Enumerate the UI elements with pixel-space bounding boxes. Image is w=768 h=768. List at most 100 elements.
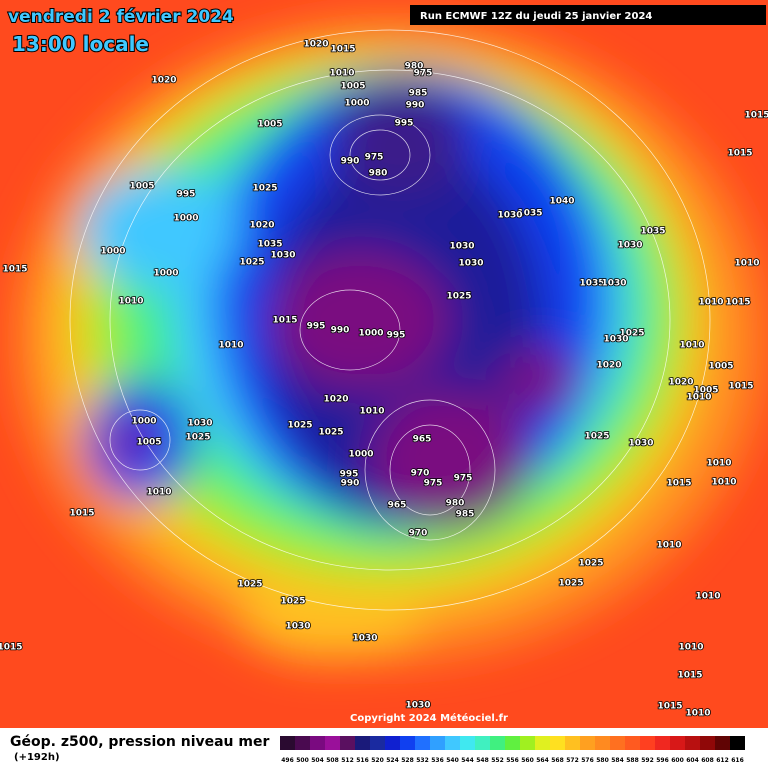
isobar-label: 970 (409, 529, 428, 539)
isobar-label: 990 (406, 101, 425, 111)
scale-swatch (295, 736, 310, 750)
isobar-label: 1005 (257, 120, 282, 130)
isobar-label: 985 (456, 510, 475, 520)
isobar-label: 980 (446, 499, 465, 509)
isobar-label: 965 (413, 435, 432, 445)
scale-label: 568 (551, 757, 564, 764)
isobar-label: 1030 (601, 279, 626, 289)
scale-swatch (460, 736, 475, 750)
scale-label: 548 (476, 757, 489, 764)
isobar-label: 1020 (668, 378, 693, 388)
isobar-label: 1030 (628, 439, 653, 449)
isobar-label: 1025 (252, 184, 277, 194)
scale-label: 540 (446, 757, 459, 764)
isobar-label: 990 (341, 479, 360, 489)
isobar-label: 1010 (686, 393, 711, 403)
isobar-label: 1030 (617, 241, 642, 251)
isobar-label: 1000 (173, 214, 198, 224)
scale-label: 592 (641, 757, 654, 764)
isobar-label: 1020 (596, 361, 621, 371)
isobar-lines (69, 29, 711, 611)
isobar-label: 1010 (679, 341, 704, 351)
isobar-label: 985 (409, 89, 428, 99)
isobar-label: 1035 (579, 279, 604, 289)
scale-label: 536 (431, 757, 444, 764)
isobar-label: 970 (411, 469, 430, 479)
isobar-label: 1000 (100, 247, 125, 257)
scale-label: 564 (536, 757, 549, 764)
isobar-label: 1035 (517, 209, 542, 219)
isobar-label: 1005 (129, 182, 154, 192)
isobar-label: 1025 (287, 421, 312, 431)
isobar-label: 1015 (677, 671, 702, 681)
isobar-label: 1005 (693, 386, 718, 396)
scale-label: 528 (401, 757, 414, 764)
scale-label: 532 (416, 757, 429, 764)
isobar-label: 1040 (549, 197, 574, 207)
scale-swatch (580, 736, 595, 750)
isobar-label: 980 (405, 62, 424, 72)
isobar-label: 990 (331, 326, 350, 336)
isobar-label: 995 (395, 119, 414, 129)
isobar-label: 1015 (272, 316, 297, 326)
scale-swatch (415, 736, 430, 750)
scale-label: 504 (311, 757, 324, 764)
scale-swatch (340, 736, 355, 750)
isobar-label: 1010 (698, 298, 723, 308)
geopotential-field (15, 20, 765, 660)
scale-label: 612 (716, 757, 729, 764)
isobar-label: 1010 (656, 541, 681, 551)
isobar-label: 1015 (0, 643, 23, 653)
scale-label: 544 (461, 757, 474, 764)
run-banner (410, 5, 766, 25)
isobar-label: 1010 (711, 478, 736, 488)
scale-swatch (430, 736, 445, 750)
isobar-label: 1020 (323, 395, 348, 405)
isobar-label: 1000 (344, 99, 369, 109)
scale-label: 576 (581, 757, 594, 764)
scale-label: 604 (686, 757, 699, 764)
isobar-label: 1010 (685, 709, 710, 719)
scale-swatch (700, 736, 715, 750)
scale-label: 508 (326, 757, 339, 764)
scale-label: 608 (701, 757, 714, 764)
run-label: Run ECMWF 12Z du jeudi 25 janvier 2024 (420, 11, 652, 22)
isobar-label: 995 (177, 190, 196, 200)
isobar-label: 1005 (708, 362, 733, 372)
lead-time: (+192h) (14, 752, 60, 763)
scale-label: 596 (656, 757, 669, 764)
scale-label: 584 (611, 757, 624, 764)
isobar-label: 1030 (187, 419, 212, 429)
scale-swatch (385, 736, 400, 750)
isobar-label: 1030 (285, 622, 310, 632)
isobar-label: 1020 (249, 221, 274, 231)
isobar-label: 995 (307, 322, 326, 332)
scale-swatch (595, 736, 610, 750)
isobar-label: 1015 (2, 265, 27, 275)
isobar-label: 1025 (185, 433, 210, 443)
scale-swatch (520, 736, 535, 750)
isobar-label: 1010 (146, 488, 171, 498)
scale-swatch (730, 736, 745, 750)
isobar-label: 975 (414, 69, 433, 79)
scale-label: 516 (356, 757, 369, 764)
isobar-label: 975 (424, 479, 443, 489)
isobar-label: 1015 (657, 702, 682, 712)
isobar-label: 1000 (358, 329, 383, 339)
isobar-label: 1025 (446, 292, 471, 302)
isobar-label: 1015 (725, 298, 750, 308)
scale-swatch (640, 736, 655, 750)
forecast-date: vendredi 2 février 2024 (8, 7, 234, 27)
isobar-label: 975 (365, 153, 384, 163)
isobar-label: 1020 (151, 76, 176, 86)
scale-swatch (550, 736, 565, 750)
scale-label: 560 (521, 757, 534, 764)
isobar-label: 1010 (329, 69, 354, 79)
scale-swatch (445, 736, 460, 750)
isobar-label: 1010 (359, 407, 384, 417)
scale-label: 552 (491, 757, 504, 764)
map-title: Géop. z500, pression niveau mer (10, 734, 269, 750)
scale-swatch (475, 736, 490, 750)
isobar-label: 1030 (352, 634, 377, 644)
